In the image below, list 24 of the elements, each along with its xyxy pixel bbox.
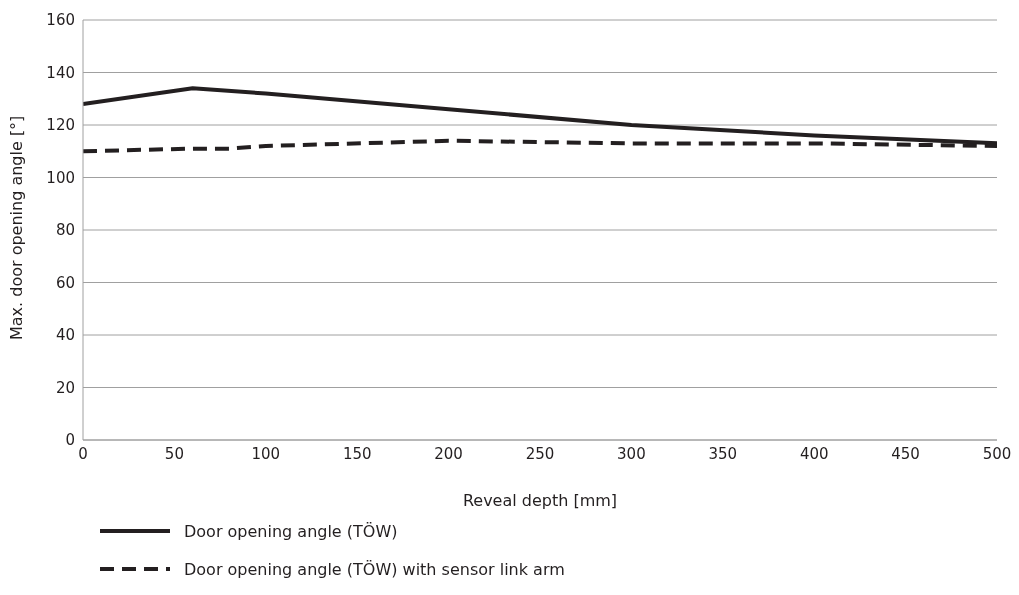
y-tick-label: 120 bbox=[46, 116, 75, 135]
x-tick-label: 100 bbox=[251, 444, 281, 463]
x-tick-label: 300 bbox=[617, 444, 646, 463]
y-axis-title: Max. door opening angle [°] bbox=[6, 115, 26, 340]
y-tick-label: 160 bbox=[46, 11, 75, 30]
x-tick-label: 250 bbox=[525, 444, 555, 463]
x-axis-title: Reveal depth [mm] bbox=[462, 491, 618, 510]
y-tick-label: 20 bbox=[55, 378, 75, 397]
legend-label: Door opening angle (TÖW) with sensor link arm bbox=[184, 559, 565, 579]
y-tick-label: 60 bbox=[55, 273, 75, 292]
y-tick-label: 80 bbox=[55, 221, 75, 240]
x-tick-label: 500 bbox=[982, 444, 1012, 463]
x-tick-label: 150 bbox=[342, 444, 372, 463]
x-tick-label: 50 bbox=[164, 444, 184, 463]
x-tick-label: 350 bbox=[708, 444, 738, 463]
x-tick-label: 400 bbox=[799, 444, 829, 463]
x-tick-label: 0 bbox=[78, 444, 88, 463]
x-tick-label: 200 bbox=[434, 444, 463, 463]
y-tick-label: 140 bbox=[46, 63, 75, 82]
y-tick-label: 0 bbox=[65, 431, 75, 450]
y-tick-label: 40 bbox=[55, 326, 75, 345]
y-tick-label: 100 bbox=[46, 168, 75, 187]
x-tick-label: 450 bbox=[891, 444, 920, 463]
legend-label: Door opening angle (TÖW) bbox=[184, 521, 398, 541]
